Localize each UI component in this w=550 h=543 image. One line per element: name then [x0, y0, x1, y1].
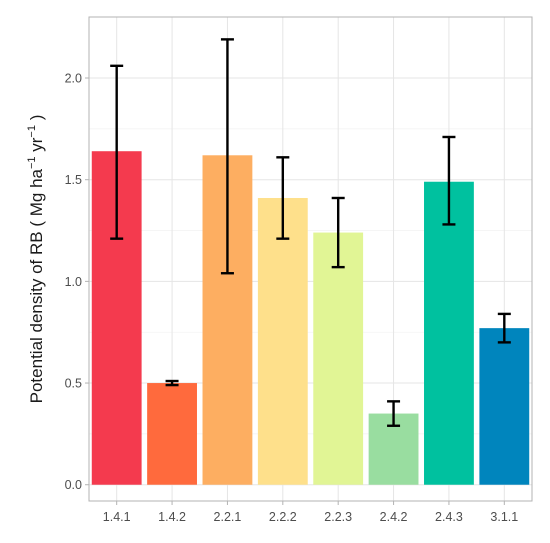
- x-tick-label: 2.4.3: [435, 510, 463, 524]
- error-bar-2.2.2: [276, 156, 290, 240]
- y-axis-title-sup2: −1: [26, 125, 38, 138]
- error-bars: [110, 38, 511, 427]
- y-tick-label: 0.0: [65, 478, 82, 492]
- error-bar-2.2.1: [220, 38, 234, 275]
- bar-1.4.2: [147, 383, 197, 485]
- error-bar-1.4.1: [110, 64, 124, 240]
- error-bar-2.2.3: [331, 196, 345, 269]
- x-axis-ticks: 1.4.1 1.4.2 2.2.1 2.2.2 2.2.3 2.4.2 2.4.3 3.1.1: [103, 501, 518, 524]
- y-axis-title-middle: yr: [27, 137, 46, 156]
- bar-2.2.3: [313, 232, 364, 485]
- bar-2.4.3: [424, 181, 474, 485]
- y-axis-ticks: 0.0 0.5 1.0 1.5 2.0: [65, 72, 89, 492]
- error-bar-2.4.2: [387, 400, 401, 427]
- x-tick-label: 2.2.2: [269, 510, 297, 524]
- y-tick-label: 0.5: [65, 377, 82, 391]
- x-tick-label: 3.1.1: [490, 510, 518, 524]
- x-tick-label: 1.4.1: [103, 510, 131, 524]
- x-tick-label: 1.4.2: [158, 510, 186, 524]
- bars: [91, 151, 530, 485]
- y-tick-label: 1.5: [65, 173, 82, 187]
- x-tick-label: 2.4.2: [380, 510, 408, 524]
- panel-border: [88, 16, 533, 502]
- error-bar-1.4.2: [165, 379, 179, 387]
- x-tick-label: 2.2.3: [324, 510, 352, 524]
- y-axis-title-suffix: ): [27, 115, 46, 125]
- error-bar-3.1.1: [497, 312, 511, 344]
- y-axis-title-sup1: −1: [26, 156, 38, 169]
- y-axis-title: Potential density of RB ( Mg ha−1 yr−1 ): [26, 115, 46, 404]
- bar-2.2.2: [257, 197, 308, 485]
- x-tick-label: 2.2.1: [214, 510, 242, 524]
- bar-3.1.1: [479, 328, 530, 485]
- y-axis-title-prefix: Potential density of RB ( Mg ha: [27, 168, 46, 403]
- y-tick-label: 2.0: [65, 72, 82, 86]
- y-tick-label: 1.0: [65, 275, 82, 289]
- error-bar-2.4.3: [442, 135, 456, 226]
